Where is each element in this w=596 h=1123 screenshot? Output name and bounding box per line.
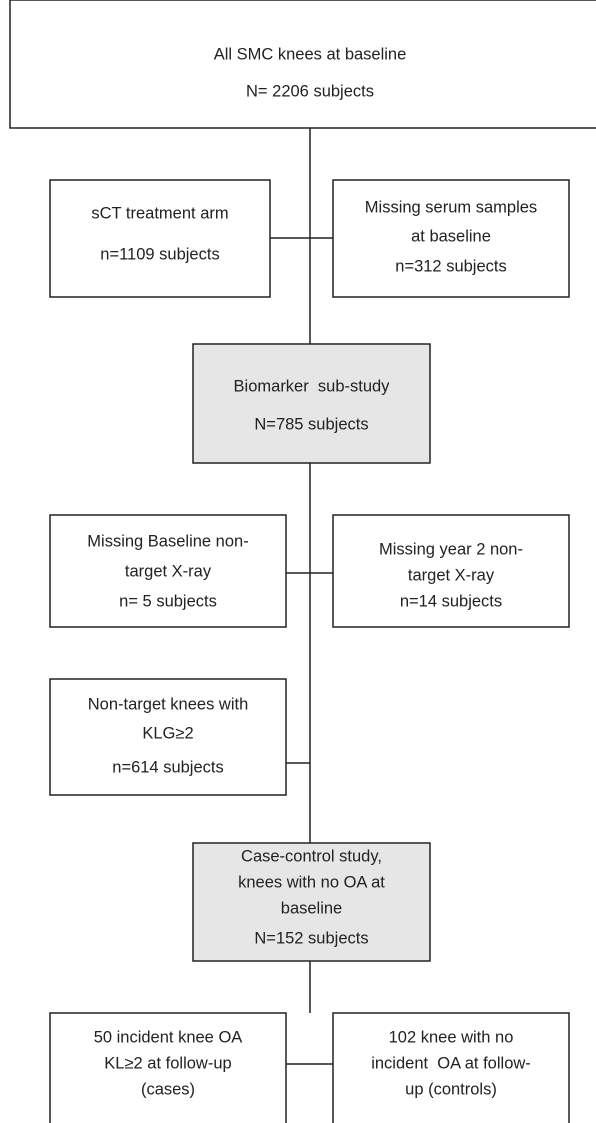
box-text: incident OA at follow- <box>371 1054 531 1072</box>
box-text: Case-control study, <box>241 847 382 865</box>
box <box>49 1012 287 1123</box>
box-text: Non-target knees with <box>88 695 249 713</box>
box <box>332 179 570 298</box>
box-text: Missing year 2 non- <box>379 540 523 558</box>
box-text: baseline <box>281 899 342 917</box>
box <box>49 179 271 298</box>
boxes: All SMC knees at baseline N= 2206 subject… <box>9 0 596 1123</box>
box-text: Biomarker sub-study <box>234 377 391 395</box>
box-text: N=152 subjects <box>254 929 368 947</box>
box-text: N= 2206 subjects <box>246 82 374 100</box>
box-text: Missing serum samples <box>365 198 537 216</box>
box-text: n=312 subjects <box>395 257 506 275</box>
box-text: n=614 subjects <box>112 758 223 776</box>
box <box>9 0 596 129</box>
box-text: knees with no OA at <box>238 873 385 891</box>
box <box>192 842 431 962</box>
box-text: All SMC knees at baseline <box>214 45 407 63</box>
box <box>332 514 570 628</box>
box-text: up (controls) <box>405 1080 497 1098</box>
box-text: Missing Baseline non- <box>87 532 248 550</box>
box-text: KLG≥2 <box>142 724 193 742</box>
box-text: 102 knee with no <box>389 1028 514 1046</box>
box <box>49 514 287 628</box>
box-text: n= 5 subjects <box>119 592 217 610</box>
box <box>192 343 431 464</box>
box-text: target X-ray <box>408 566 495 584</box>
box-text: KL≥2 at follow-up <box>104 1054 231 1072</box>
box-text: n=14 subjects <box>400 592 502 610</box>
box-text: 50 incident knee OA <box>94 1028 243 1046</box>
box-text: at baseline <box>411 227 491 245</box>
box-text: target X-ray <box>125 562 212 580</box>
box-text: sCT treatment arm <box>91 204 228 222</box>
box-text: (cases) <box>141 1080 195 1098</box>
box <box>332 1012 570 1123</box>
box-text: n=1109 subjects <box>100 245 219 263</box>
box-text: N=785 subjects <box>254 415 368 433</box>
box <box>49 678 287 796</box>
